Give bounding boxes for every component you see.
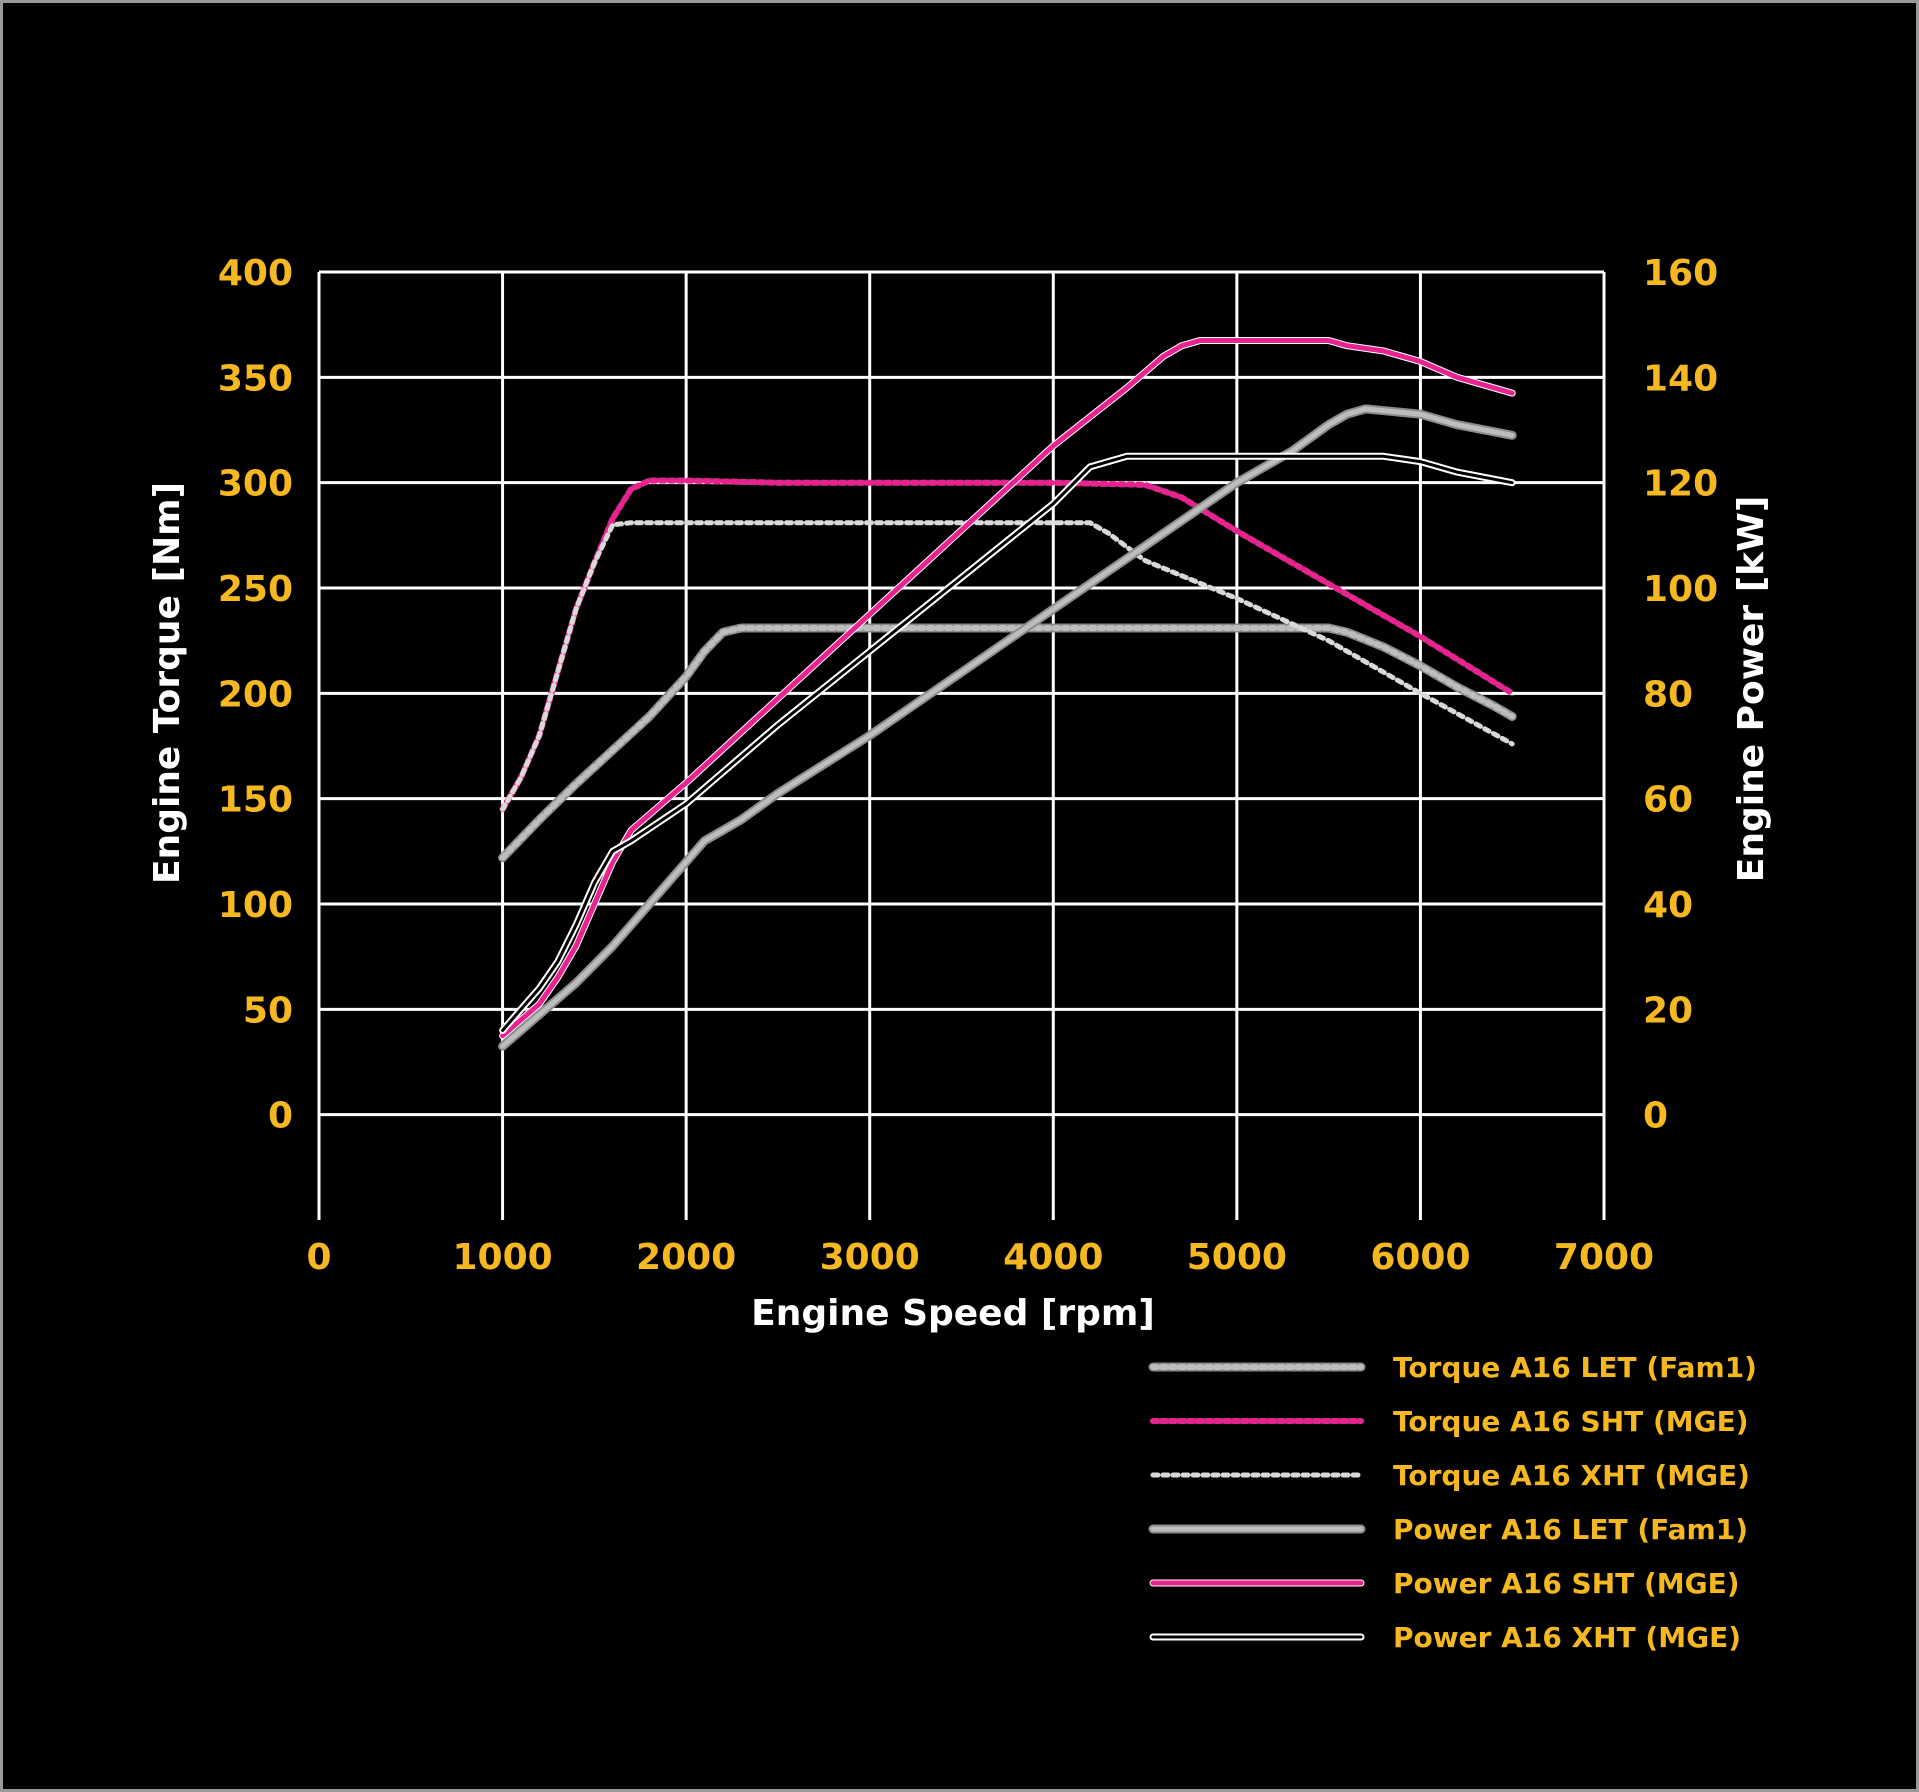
series-line xyxy=(501,454,1514,1032)
x-tick-label: 7000 xyxy=(1554,1237,1654,1278)
legend-label: Torque A16 SHT (MGE) xyxy=(1393,1405,1749,1438)
x-tick-label: 0 xyxy=(306,1237,331,1278)
y-left-tick-label: 300 xyxy=(218,464,293,505)
y-left-tick-label: 400 xyxy=(218,253,293,294)
y-axis-right-title: Engine Power [kW] xyxy=(1731,496,1772,883)
y-right-tick-label: 120 xyxy=(1643,464,1718,505)
x-axis-title: Engine Speed [rpm] xyxy=(751,1293,1155,1334)
legend-item: Torque A16 XHT (MGE) xyxy=(1150,1459,1750,1492)
engine-performance-chart: 0 1000 2000 3000 4000 5000 6000 700005010015020… xyxy=(147,253,1772,1654)
x-tick-label: 4000 xyxy=(1003,1237,1103,1278)
series-0 xyxy=(498,623,1517,863)
y-right-tick-label: 140 xyxy=(1643,358,1718,399)
y-right-tick-label: 60 xyxy=(1643,780,1693,821)
y-axis-left-title: Engine Torque [Nm] xyxy=(147,482,188,884)
y-right-tick-label: 0 xyxy=(1643,1096,1668,1137)
series-2 xyxy=(500,520,1515,812)
y-left-tick-label: 0 xyxy=(268,1096,293,1137)
legend-label: Power A16 LET (Fam1) xyxy=(1393,1513,1748,1546)
series-3 xyxy=(498,404,1517,1051)
legend-item: Power A16 LET (Fam1) xyxy=(1148,1513,1748,1546)
legend-item: Torque A16 SHT (MGE) xyxy=(1150,1405,1749,1438)
x-tick-label: 5000 xyxy=(1187,1237,1287,1278)
y-left-tick-label: 350 xyxy=(218,358,293,399)
tick-labels: 0 1000 2000 3000 4000 5000 6000 700005010015020… xyxy=(218,253,1718,1278)
y-right-tick-label: 20 xyxy=(1643,990,1693,1031)
series-layer xyxy=(498,337,1517,1051)
y-left-tick-label: 100 xyxy=(218,885,293,926)
x-tick-label: 6000 xyxy=(1370,1237,1470,1278)
series-line xyxy=(500,406,1515,1049)
series-line xyxy=(500,520,1515,812)
series-line xyxy=(500,338,1515,1039)
x-tick-label: 2000 xyxy=(636,1237,736,1278)
series-line xyxy=(499,337,1516,1040)
legend-item: Torque A16 LET (Fam1) xyxy=(1148,1351,1757,1384)
x-tick-label: 3000 xyxy=(820,1237,920,1278)
y-left-tick-label: 150 xyxy=(218,780,293,821)
legend-label: Power A16 XHT (MGE) xyxy=(1393,1621,1741,1654)
legend-item: Power A16 SHT (MGE) xyxy=(1149,1567,1740,1600)
y-right-tick-label: 160 xyxy=(1643,253,1718,294)
series-line xyxy=(498,404,1517,1051)
y-left-tick-label: 50 xyxy=(243,990,293,1031)
legend: Torque A16 LET (Fam1) Torque A16 SHT (MGE… xyxy=(1148,1351,1757,1654)
legend-item: Power A16 XHT (MGE) xyxy=(1149,1621,1741,1654)
x-tick-label: 1000 xyxy=(452,1237,552,1278)
y-right-tick-label: 80 xyxy=(1643,674,1693,715)
grid xyxy=(317,270,1606,1220)
y-left-tick-label: 200 xyxy=(218,674,293,715)
series-line xyxy=(499,625,1516,861)
legend-label: Torque A16 XHT (MGE) xyxy=(1393,1459,1750,1492)
series-5 xyxy=(499,452,1516,1034)
y-left-tick-label: 250 xyxy=(218,569,293,610)
legend-label: Power A16 SHT (MGE) xyxy=(1393,1567,1740,1600)
series-4 xyxy=(499,337,1516,1040)
y-right-tick-label: 100 xyxy=(1643,569,1718,610)
y-right-tick-label: 40 xyxy=(1643,885,1693,926)
legend-label: Torque A16 LET (Fam1) xyxy=(1393,1351,1757,1384)
